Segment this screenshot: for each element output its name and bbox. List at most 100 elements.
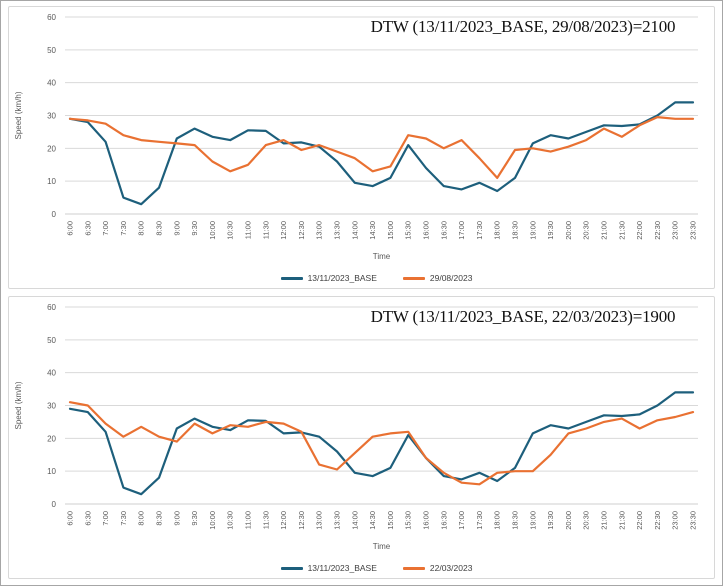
x-tick-label: 21:30 [617, 221, 626, 240]
x-tick-label: 21:30 [617, 511, 626, 530]
x-tick-label: 19:00 [528, 511, 537, 530]
x-tick-label: 11:30 [261, 511, 270, 529]
x-tick-label: 12:30 [297, 511, 306, 530]
line-chart-canvas: 0 10 20 30 40 50 60 6:00 6:30 7:00 7:30 8:00 8:30 9:0… [14, 13, 698, 261]
x-tick-label: 10:00 [208, 221, 217, 240]
x-tick-label: 8:30 [155, 221, 164, 236]
x-tick-label: 17:00 [457, 511, 466, 530]
legend-line-marker [402, 276, 425, 280]
chart-title: DTW (13/11/2023_BASE, 29/08/2023)=2100 [370, 17, 676, 36]
x-tick-label: 16:00 [422, 221, 431, 240]
x-tick-label: 7:00 [101, 511, 110, 526]
series-line [68, 101, 695, 206]
x-tick-label: 13:00 [315, 221, 324, 240]
series-line [68, 401, 695, 486]
x-tick-label: 18:30 [511, 511, 520, 530]
legend-label: 13/11/2023_BASE [307, 563, 377, 573]
legend-line-marker [280, 276, 303, 280]
x-tick-label: 15:00 [386, 511, 395, 530]
x-tick-label: 14:30 [368, 221, 377, 240]
x-tick-label: 6:30 [83, 511, 92, 526]
legend-item: 13/11/2023_BASE [280, 563, 377, 573]
x-tick-label: 13:30 [333, 511, 342, 530]
x-tick-label: 16:00 [422, 511, 431, 530]
legend-label: 22/03/2023 [429, 563, 473, 573]
x-tick-label: 14:00 [350, 511, 359, 530]
x-tick-label: 19:00 [528, 221, 537, 240]
legend-label: 29/08/2023 [429, 273, 473, 283]
y-tick-label: 0 [52, 210, 57, 219]
y-tick-label: 40 [47, 79, 56, 88]
x-tick-label: 13:30 [333, 221, 342, 240]
series-line [68, 115, 695, 179]
x-tick-label: 10:00 [208, 511, 217, 530]
y-tick-label: 50 [47, 336, 56, 345]
chart-panel-top: 0 10 20 30 40 50 60 6:00 6:30 7:00 7:30 8:00 8:30 9:0… [8, 6, 715, 289]
y-tick-label: 30 [47, 402, 56, 411]
y-tick-label: 40 [47, 369, 56, 378]
legend-line-marker [280, 566, 303, 570]
x-tick-label: 20:30 [582, 511, 591, 530]
x-tick-label: 14:30 [368, 511, 377, 530]
x-tick-label: 14:00 [350, 221, 359, 240]
x-tick-label: 18:00 [493, 221, 502, 240]
x-tick-label: 22:00 [635, 221, 644, 240]
x-tick-label: 15:00 [386, 221, 395, 240]
x-tick-label: 7:00 [101, 221, 110, 236]
x-tick-label: 9:30 [190, 511, 199, 526]
x-tick-label: 20:30 [582, 221, 591, 240]
y-tick-label: 10 [47, 467, 56, 476]
x-tick-label: 17:30 [475, 221, 484, 240]
y-tick-label: 60 [47, 13, 56, 22]
x-tick-label: 11:00 [244, 511, 253, 529]
x-tick-label: 18:00 [493, 511, 502, 530]
y-tick-label: 50 [47, 46, 56, 55]
legend-label: 13/11/2023_BASE [307, 273, 377, 283]
x-tick-label: 23:30 [689, 221, 698, 240]
x-tick-label: 16:30 [439, 221, 448, 240]
x-tick-label: 23:00 [671, 511, 680, 530]
y-tick-label: 10 [47, 177, 56, 186]
x-tick-label: 12:00 [279, 221, 288, 240]
x-tick-label: 6:00 [66, 511, 75, 526]
chart-title: DTW (13/11/2023_BASE, 22/03/2023)=1900 [370, 307, 676, 326]
x-tick-label: 19:30 [546, 511, 555, 530]
y-tick-label: 60 [47, 303, 56, 312]
x-tick-label: 16:30 [439, 511, 448, 530]
x-tick-label: 22:00 [635, 511, 644, 530]
chart-legend: 13/11/2023_BASE 29/08/2023 [9, 273, 714, 283]
x-tick-label: 22:30 [653, 221, 662, 240]
x-axis-title: Time [373, 542, 391, 551]
x-tick-label: 8:00 [137, 221, 146, 236]
x-tick-label: 6:30 [83, 221, 92, 236]
x-tick-label: 11:30 [261, 221, 270, 239]
x-tick-label: 7:30 [119, 221, 128, 236]
legend-item: 22/03/2023 [402, 563, 473, 573]
x-tick-label: 7:30 [119, 511, 128, 526]
y-tick-label: 20 [47, 434, 56, 443]
x-axis-title: Time [373, 252, 391, 261]
x-tick-label: 20:00 [564, 221, 573, 240]
x-tick-label: 12:00 [279, 511, 288, 530]
x-tick-label: 19:30 [546, 221, 555, 240]
x-tick-label: 21:00 [600, 221, 609, 240]
x-tick-label: 23:00 [671, 221, 680, 240]
x-tick-label: 9:00 [172, 221, 181, 236]
x-tick-label: 20:00 [564, 511, 573, 530]
x-tick-label: 13:00 [315, 511, 324, 530]
series-line [68, 391, 695, 496]
x-tick-label: 15:30 [404, 221, 413, 240]
legend-item: 13/11/2023_BASE [280, 273, 377, 283]
y-tick-label: 20 [47, 144, 56, 153]
x-tick-label: 10:30 [226, 221, 235, 240]
y-axis-title: Speed (km/h) [14, 381, 23, 429]
chart-legend: 13/11/2023_BASE 22/03/2023 [9, 563, 714, 573]
y-tick-label: 0 [52, 500, 57, 509]
x-tick-label: 11:00 [244, 221, 253, 239]
x-tick-label: 15:30 [404, 511, 413, 530]
x-tick-label: 18:30 [511, 221, 520, 240]
x-tick-label: 9:00 [172, 511, 181, 526]
x-tick-label: 6:00 [66, 221, 75, 236]
legend-line-marker [402, 566, 425, 570]
